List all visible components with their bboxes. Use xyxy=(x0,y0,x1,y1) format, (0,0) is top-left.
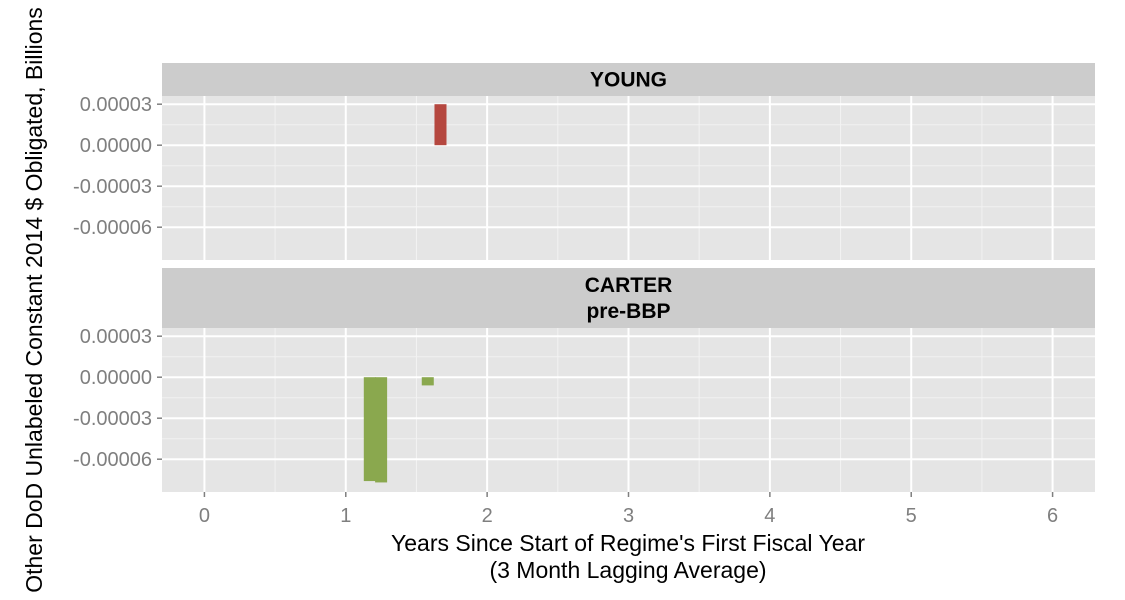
y-tick-label: 0.00000 xyxy=(80,135,152,157)
bar xyxy=(434,104,447,146)
facet-strip-label: YOUNG xyxy=(590,69,667,92)
facet-panel: YOUNG 0.00003 0.00000 -0.00003 -0.00006 xyxy=(73,63,1095,260)
y-axis-title: Other DoD Unlabeled Constant 2014 $ Obli… xyxy=(21,7,47,593)
x-axis-subtitle: (3 Month Lagging Average) xyxy=(489,557,766,583)
y-tick-label: -0.00006 xyxy=(73,217,152,239)
bar xyxy=(421,377,434,386)
x-tick-label: 3 xyxy=(623,505,634,527)
x-axis: 0 1 2 3 4 5 6 xyxy=(199,492,1058,527)
x-tick-label: 1 xyxy=(340,505,351,527)
facet-strip xyxy=(162,63,1095,96)
bar xyxy=(375,377,388,483)
bar xyxy=(363,377,376,482)
chart-panels: YOUNG0.000030.00000-0.00003-0.00006CARTE… xyxy=(73,63,1095,492)
x-axis-title: Years Since Start of Regime's First Fisc… xyxy=(391,530,865,556)
facet-panel: CARTER pre-BBP 0.00003 0.00000 -0.00003 -0.00… xyxy=(73,268,1095,492)
y-tick-label: 0.00000 xyxy=(80,367,152,389)
x-tick-label: 4 xyxy=(764,505,775,527)
y-tick-label: 0.00003 xyxy=(80,94,152,116)
facet-strip-label: CARTER xyxy=(585,274,673,297)
y-tick-label: -0.00003 xyxy=(73,176,152,198)
x-tick-label: 2 xyxy=(482,505,493,527)
x-tick-label: 0 xyxy=(199,505,210,527)
x-tick-label: 6 xyxy=(1047,505,1058,527)
x-tick-label: 5 xyxy=(906,505,917,527)
y-tick-label: 0.00003 xyxy=(80,326,152,348)
y-tick-label: -0.00003 xyxy=(73,408,152,430)
facet-strip xyxy=(162,268,1095,328)
y-tick-label: -0.00006 xyxy=(73,449,152,471)
facet-strip-label: pre-BBP xyxy=(586,300,670,323)
